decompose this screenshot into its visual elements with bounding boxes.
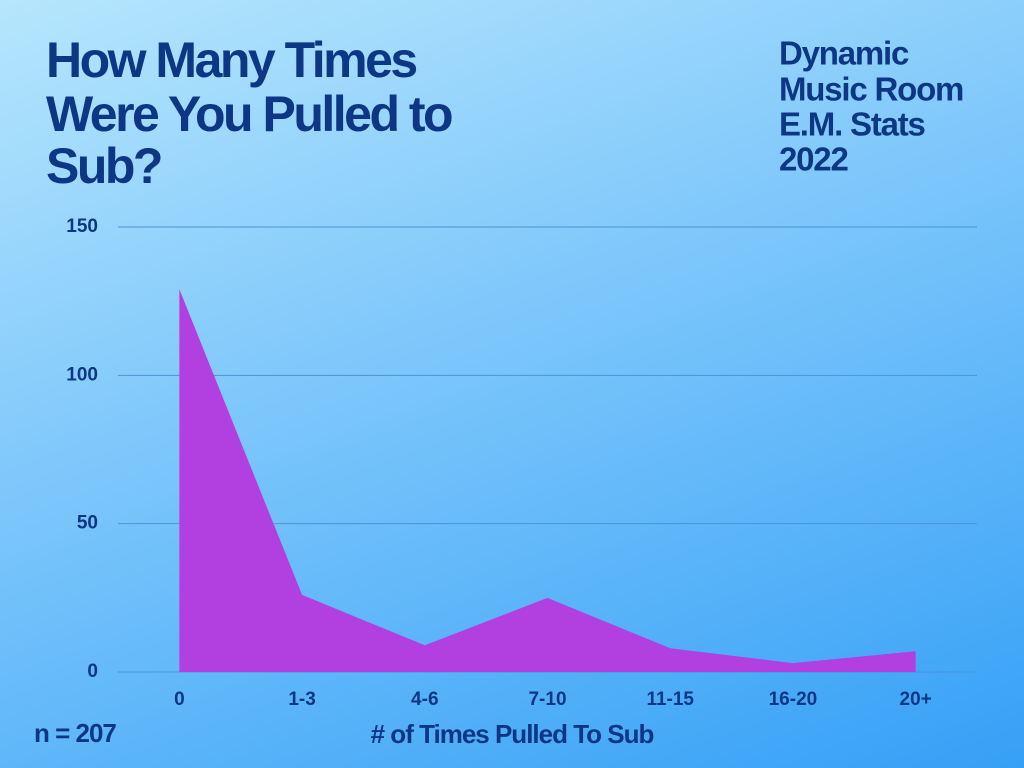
y-tick-label: 0 (87, 661, 98, 682)
x-axis-label: # of Times Pulled To Sub (371, 719, 654, 749)
chart-title: How Many Times (46, 32, 416, 88)
x-tick-label: 16-20 (769, 689, 818, 710)
x-tick-label: 4-6 (411, 689, 438, 710)
x-tick-label: 7-10 (528, 689, 566, 710)
x-tick-label: 1-3 (288, 689, 315, 710)
subtitle: E.M. Stats (779, 106, 925, 143)
x-tick-label: 11-15 (646, 689, 694, 710)
annotation: n = 207 (34, 718, 116, 748)
y-tick-label: 50 (77, 513, 98, 534)
y-tick-label: 100 (66, 364, 98, 385)
subtitle: 2022 (779, 141, 848, 178)
x-tick-label: 20+ (900, 689, 932, 710)
subtitle: Music Room (779, 71, 963, 108)
x-tick-label: 0 (174, 689, 185, 710)
chart-title: Were You Pulled to (46, 86, 452, 142)
subtitle: Dynamic (779, 35, 909, 72)
chart-title: Sub? (46, 138, 161, 194)
y-tick-label: 150 (66, 216, 98, 237)
area (179, 289, 916, 672)
